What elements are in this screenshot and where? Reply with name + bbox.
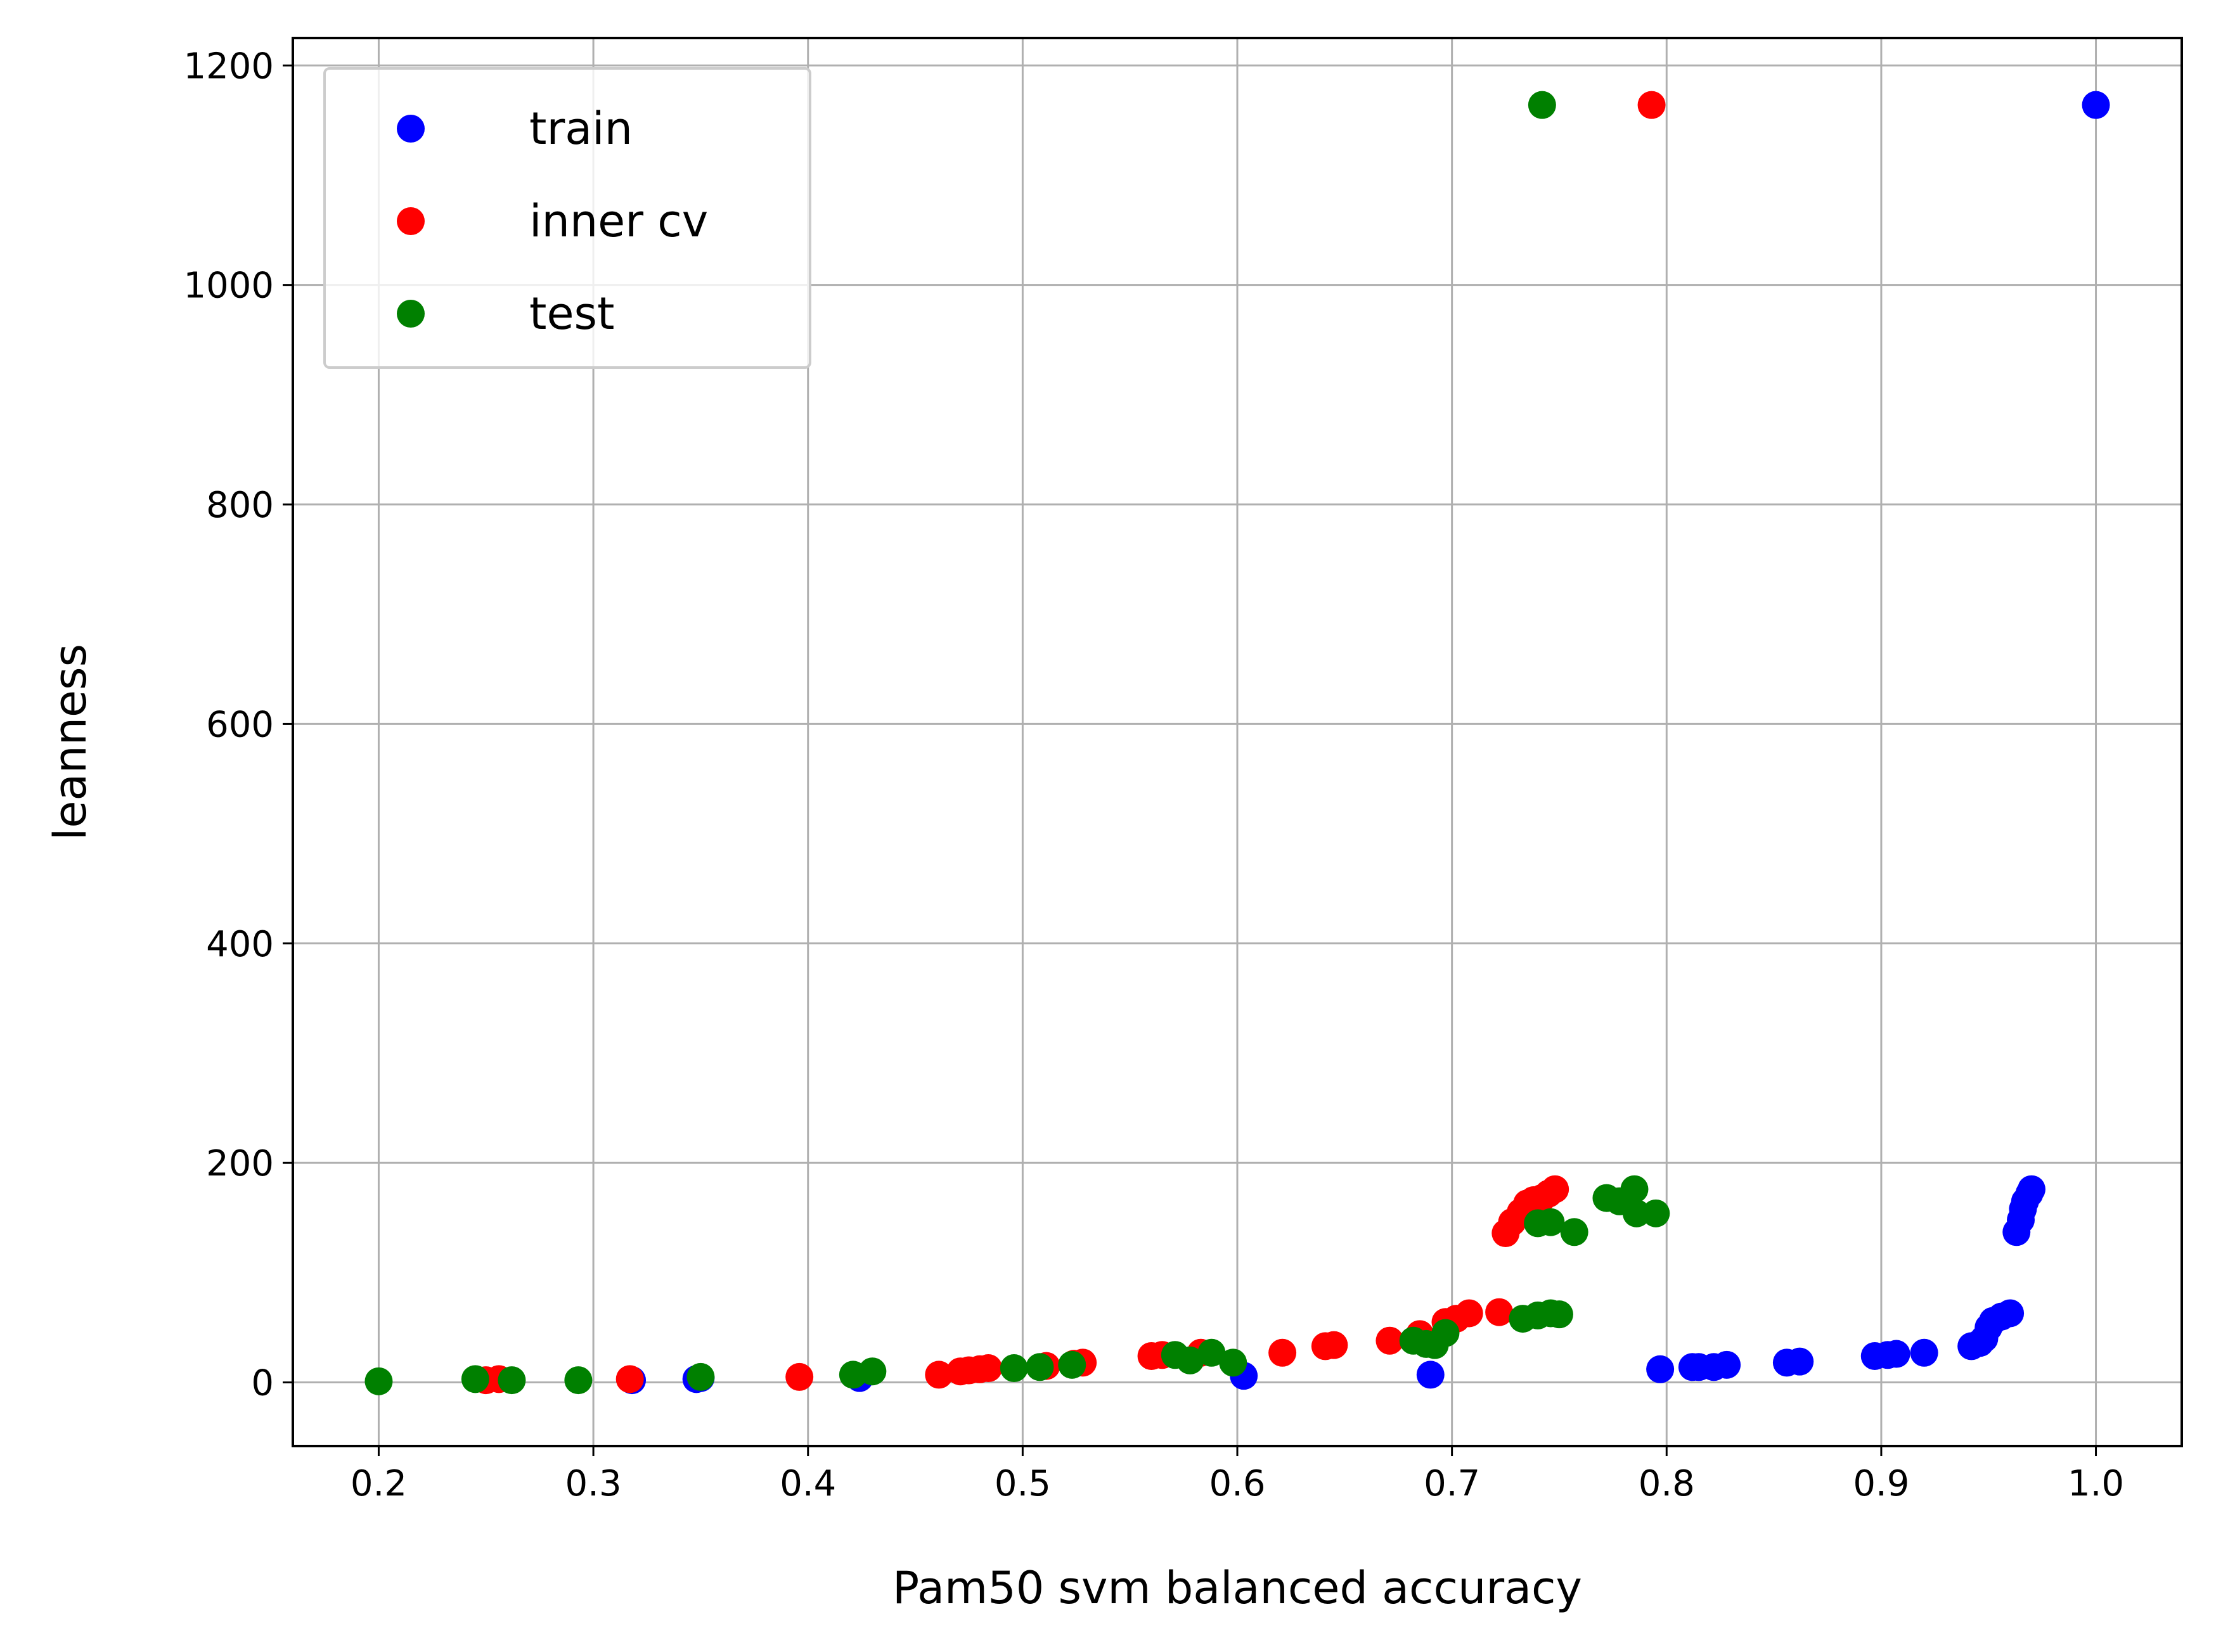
point-inner-cv — [1455, 1299, 1483, 1328]
x-tick-label: 0.4 — [780, 1463, 836, 1504]
point-test — [1620, 1175, 1649, 1203]
y-tick-label: 1200 — [183, 46, 274, 87]
point-inner-cv — [974, 1354, 1003, 1383]
y-tick-label: 800 — [206, 485, 274, 526]
point-inner-cv — [925, 1361, 953, 1389]
y-axis-label: leanness — [44, 644, 96, 840]
legend-label-train: train — [529, 103, 633, 155]
point-test — [1536, 1208, 1565, 1236]
legend-marker-train — [397, 115, 425, 143]
point-inner-cv — [785, 1362, 814, 1391]
point-test — [1176, 1346, 1204, 1374]
point-test — [1219, 1348, 1247, 1377]
point-train — [1996, 1299, 2025, 1328]
point-train — [1786, 1347, 1814, 1376]
point-train — [1910, 1338, 1938, 1367]
point-test — [461, 1365, 489, 1393]
point-inner-cv — [1375, 1326, 1404, 1355]
point-train — [2082, 91, 2110, 119]
y-tick-label: 400 — [206, 924, 274, 965]
y-tick-label: 1000 — [183, 266, 274, 307]
legend: train inner cv test — [323, 67, 811, 369]
x-axis-label: Pam50 svm balanced accuracy — [892, 1562, 1582, 1614]
x-tick-label: 0.3 — [565, 1463, 622, 1504]
point-inner-cv — [1637, 91, 1666, 119]
data-points — [364, 91, 2110, 1395]
point-train — [1646, 1355, 1675, 1383]
x-tick-label: 0.8 — [1639, 1463, 1695, 1504]
point-inner-cv — [1541, 1175, 1569, 1203]
point-train — [1882, 1340, 1910, 1368]
x-tick-label: 1.0 — [2068, 1463, 2124, 1504]
point-test — [858, 1357, 887, 1386]
y-tick-label: 600 — [206, 704, 274, 745]
point-test — [1058, 1350, 1086, 1379]
point-test — [1528, 91, 1556, 119]
x-tick-label: 0.6 — [1209, 1463, 1265, 1504]
legend-label-test: test — [529, 288, 614, 340]
point-inner-cv — [1485, 1298, 1514, 1326]
axis-ticks: 0.2 0.3 0.4 0.5 0.6 0.7 0.8 0.9 1.0 0 200 400 600 800… — [183, 46, 2124, 1504]
point-test — [364, 1367, 393, 1395]
point-test — [1622, 1199, 1651, 1227]
point-test — [1431, 1319, 1460, 1347]
legend-marker-test — [397, 300, 425, 328]
x-tick-label: 0.9 — [1853, 1463, 1909, 1504]
x-tick-label: 0.5 — [995, 1463, 1051, 1504]
point-test — [686, 1362, 715, 1391]
point-inner-cv — [1268, 1338, 1297, 1367]
point-test — [1000, 1354, 1028, 1383]
point-test — [1545, 1300, 1573, 1329]
point-inner-cv — [615, 1365, 644, 1393]
y-tick-label: 0 — [251, 1363, 274, 1404]
legend-marker-inner-cv — [397, 207, 425, 235]
point-train — [2017, 1175, 2045, 1203]
point-test — [1197, 1338, 1226, 1367]
legend-box — [323, 67, 811, 369]
y-tick-label: 200 — [206, 1143, 274, 1184]
point-test — [564, 1366, 593, 1395]
point-test — [1026, 1353, 1054, 1381]
point-train — [1713, 1350, 1741, 1379]
point-test — [1560, 1218, 1588, 1246]
point-train — [1416, 1361, 1445, 1389]
legend-label-inner-cv: inner cv — [529, 195, 708, 247]
point-test — [1642, 1199, 1670, 1227]
x-tick-label: 0.7 — [1424, 1463, 1480, 1504]
point-test — [498, 1366, 526, 1395]
x-tick-label: 0.2 — [351, 1463, 407, 1504]
point-inner-cv — [1320, 1331, 1348, 1359]
